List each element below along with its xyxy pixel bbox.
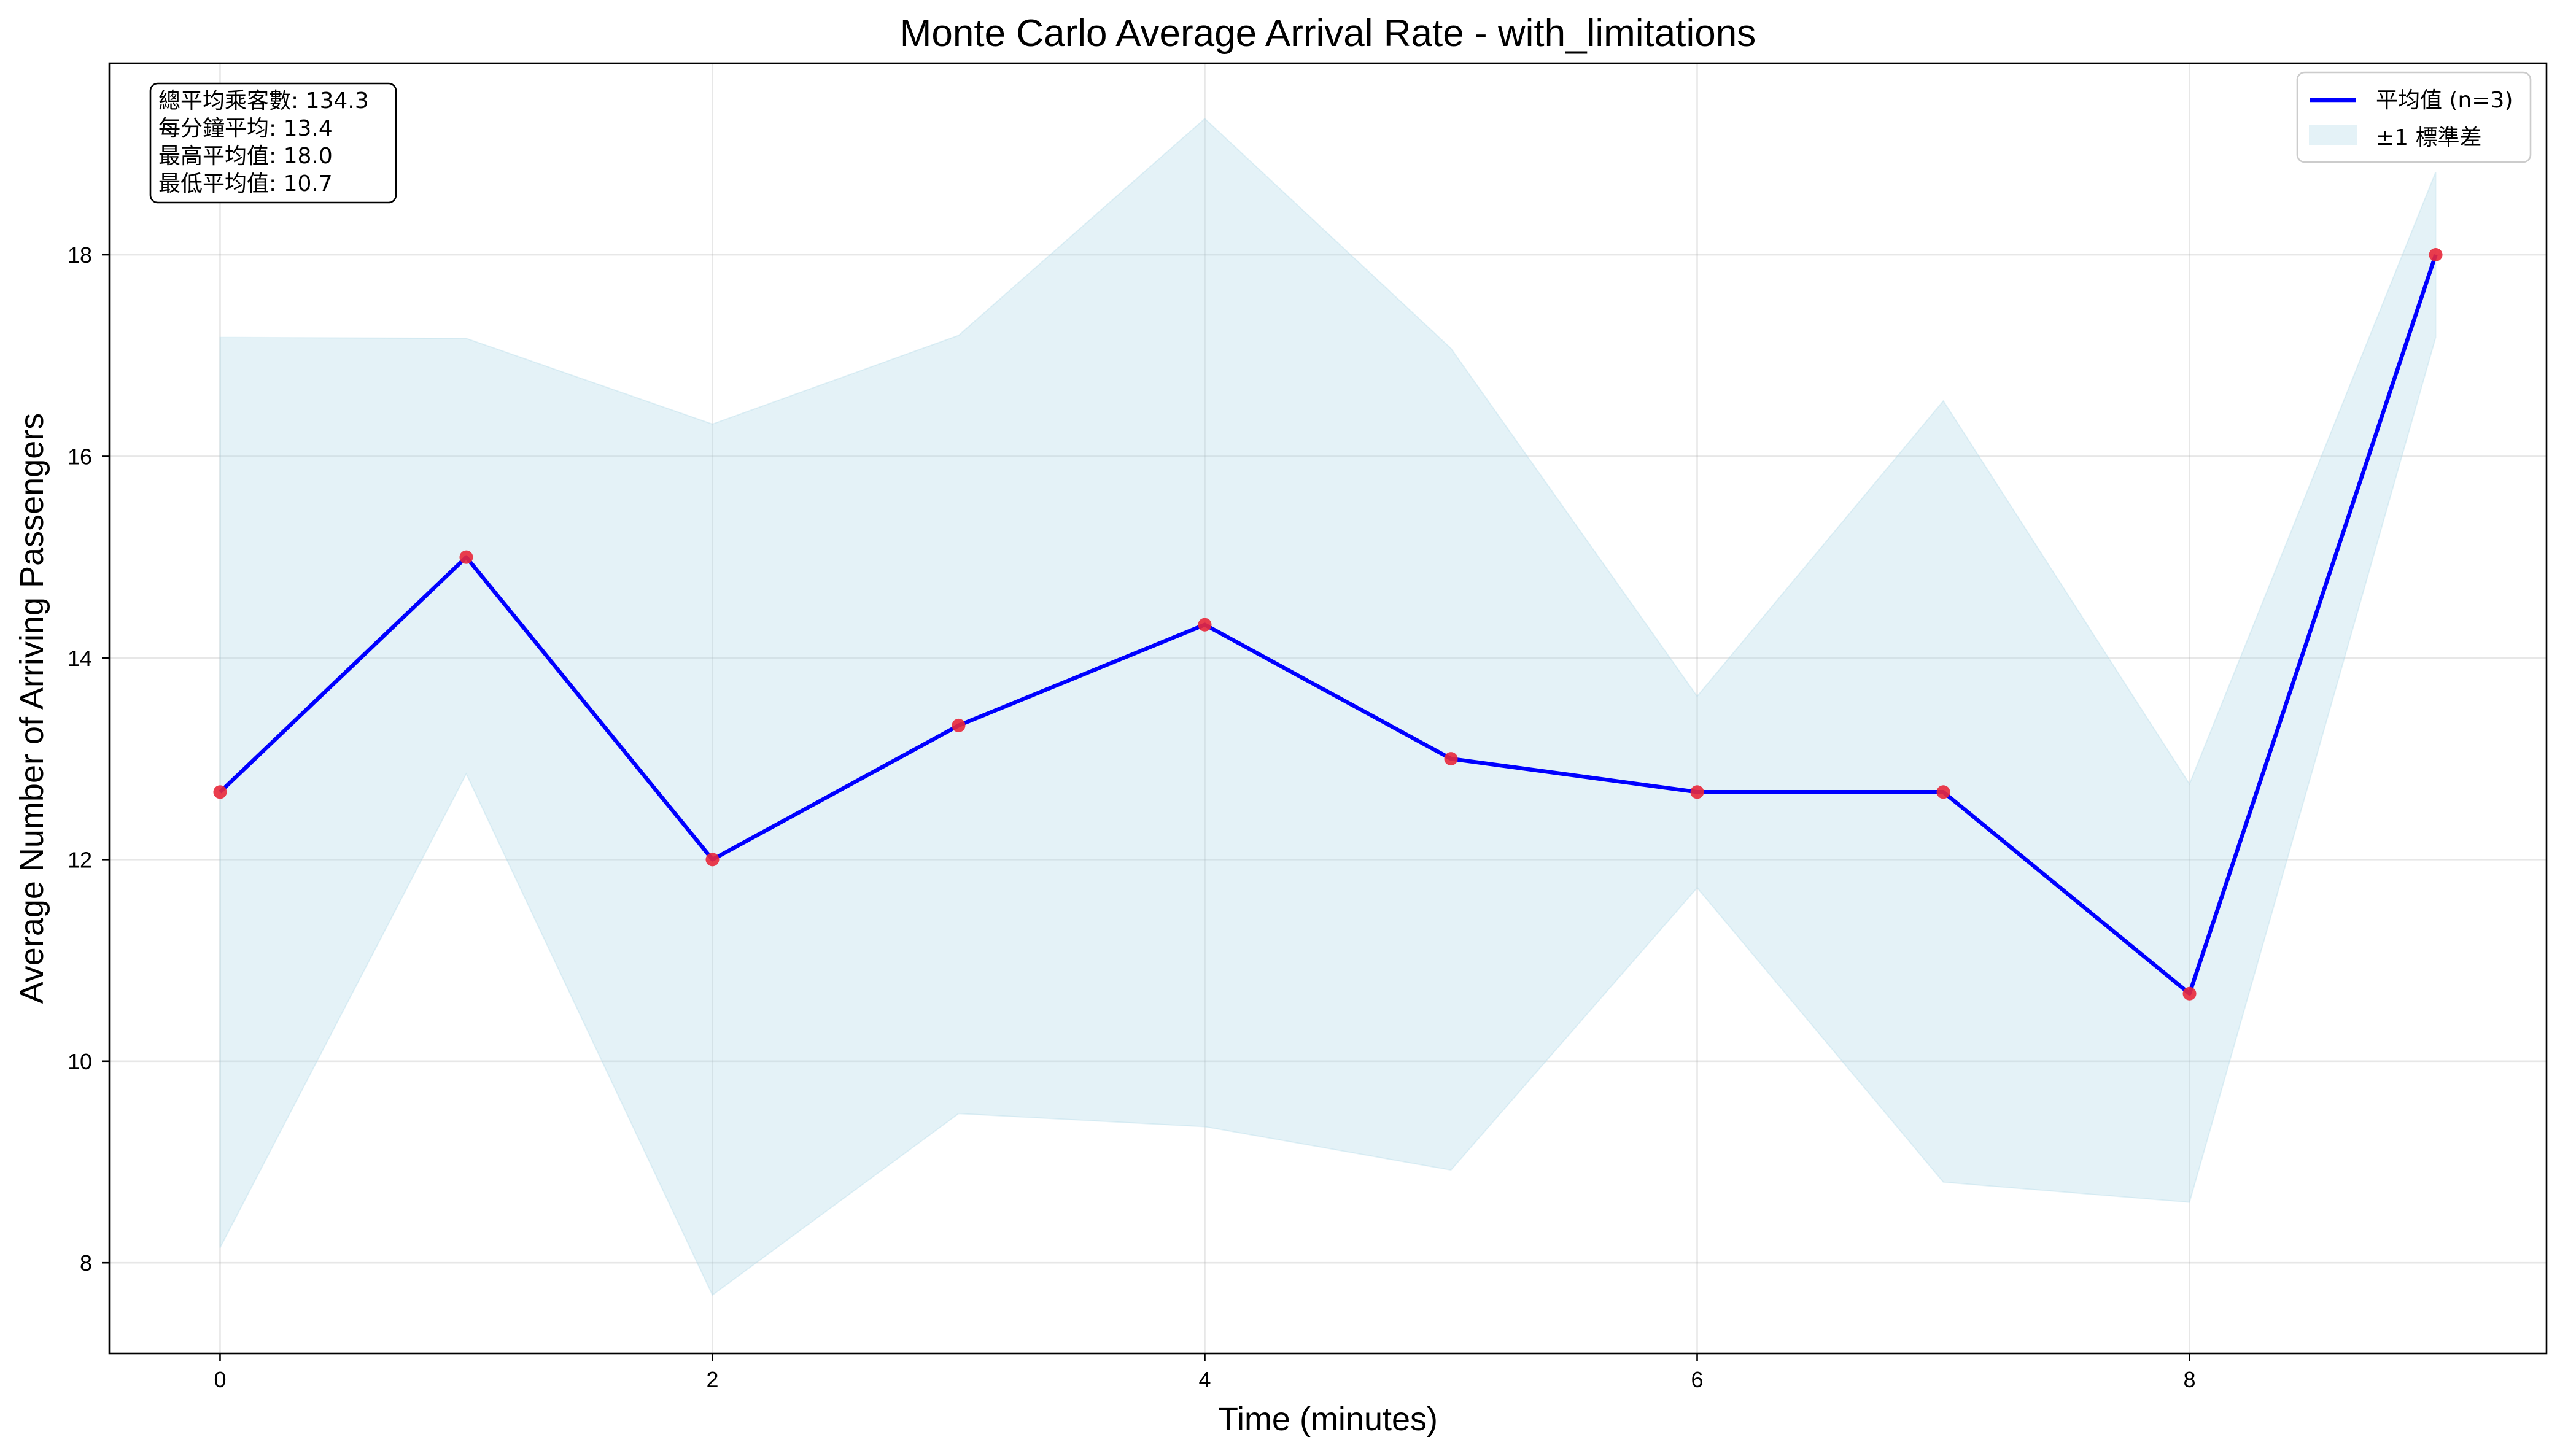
legend-band-swatch — [2309, 125, 2357, 145]
x-tick-label: 4 — [1198, 1367, 1211, 1392]
legend-label-band: ±1 標準差 — [2376, 125, 2482, 150]
data-point — [705, 853, 720, 867]
x-tick-label: 8 — [2184, 1367, 2196, 1392]
legend-frame — [2296, 71, 2532, 163]
data-point — [952, 718, 966, 732]
stats-line: 總平均乘客數: 134.3 — [158, 88, 369, 114]
plot-frame — [108, 62, 2548, 1355]
y-axis-label: Average Number of Arriving Passengers — [14, 413, 50, 1004]
y-tick-label: 18 — [68, 242, 92, 268]
mean-series-points — [213, 248, 2443, 1001]
mean-series-line — [219, 254, 2438, 996]
x-tick-label: 6 — [1691, 1367, 1703, 1392]
y-tick-label: 10 — [68, 1049, 92, 1074]
y-tick-label: 16 — [68, 444, 92, 469]
data-point — [2182, 986, 2197, 1001]
stats-box-frame — [149, 82, 397, 204]
y-tick-label: 12 — [68, 847, 92, 872]
legend-label-mean: 平均值 (n=3) — [2376, 88, 2513, 113]
data-point — [213, 785, 227, 799]
data-point — [1936, 785, 1950, 799]
data-point — [459, 550, 473, 564]
x-axis-label: Time (minutes) — [1218, 1401, 1438, 1438]
y-tick-label: 14 — [68, 646, 92, 671]
x-tick-label: 2 — [706, 1367, 718, 1392]
legend: 平均值 (n=3) ±1 標準差 — [2296, 71, 2532, 163]
stats-box: 總平均乘客數: 134.3 每分鐘平均: 13.4 最高平均值: 18.0 最低… — [149, 82, 397, 204]
stats-line: 最高平均值: 18.0 — [158, 144, 333, 169]
data-point — [1444, 752, 1458, 766]
stats-line: 最低平均值: 10.7 — [158, 171, 333, 196]
data-point — [1198, 618, 1212, 632]
grid — [109, 63, 2546, 1353]
axis-ticks: 0 2 4 6 8 8 10 12 14 16 18 — [68, 242, 2196, 1392]
data-point — [2429, 248, 2443, 262]
chart-title: Monte Carlo Average Arrival Rate - with_… — [900, 12, 1756, 55]
stats-line: 每分鐘平均: 13.4 — [158, 116, 333, 141]
data-point — [1690, 785, 1704, 799]
y-tick-label: 8 — [80, 1250, 92, 1276]
std-band — [219, 117, 2437, 1296]
x-tick-label: 0 — [214, 1367, 226, 1392]
